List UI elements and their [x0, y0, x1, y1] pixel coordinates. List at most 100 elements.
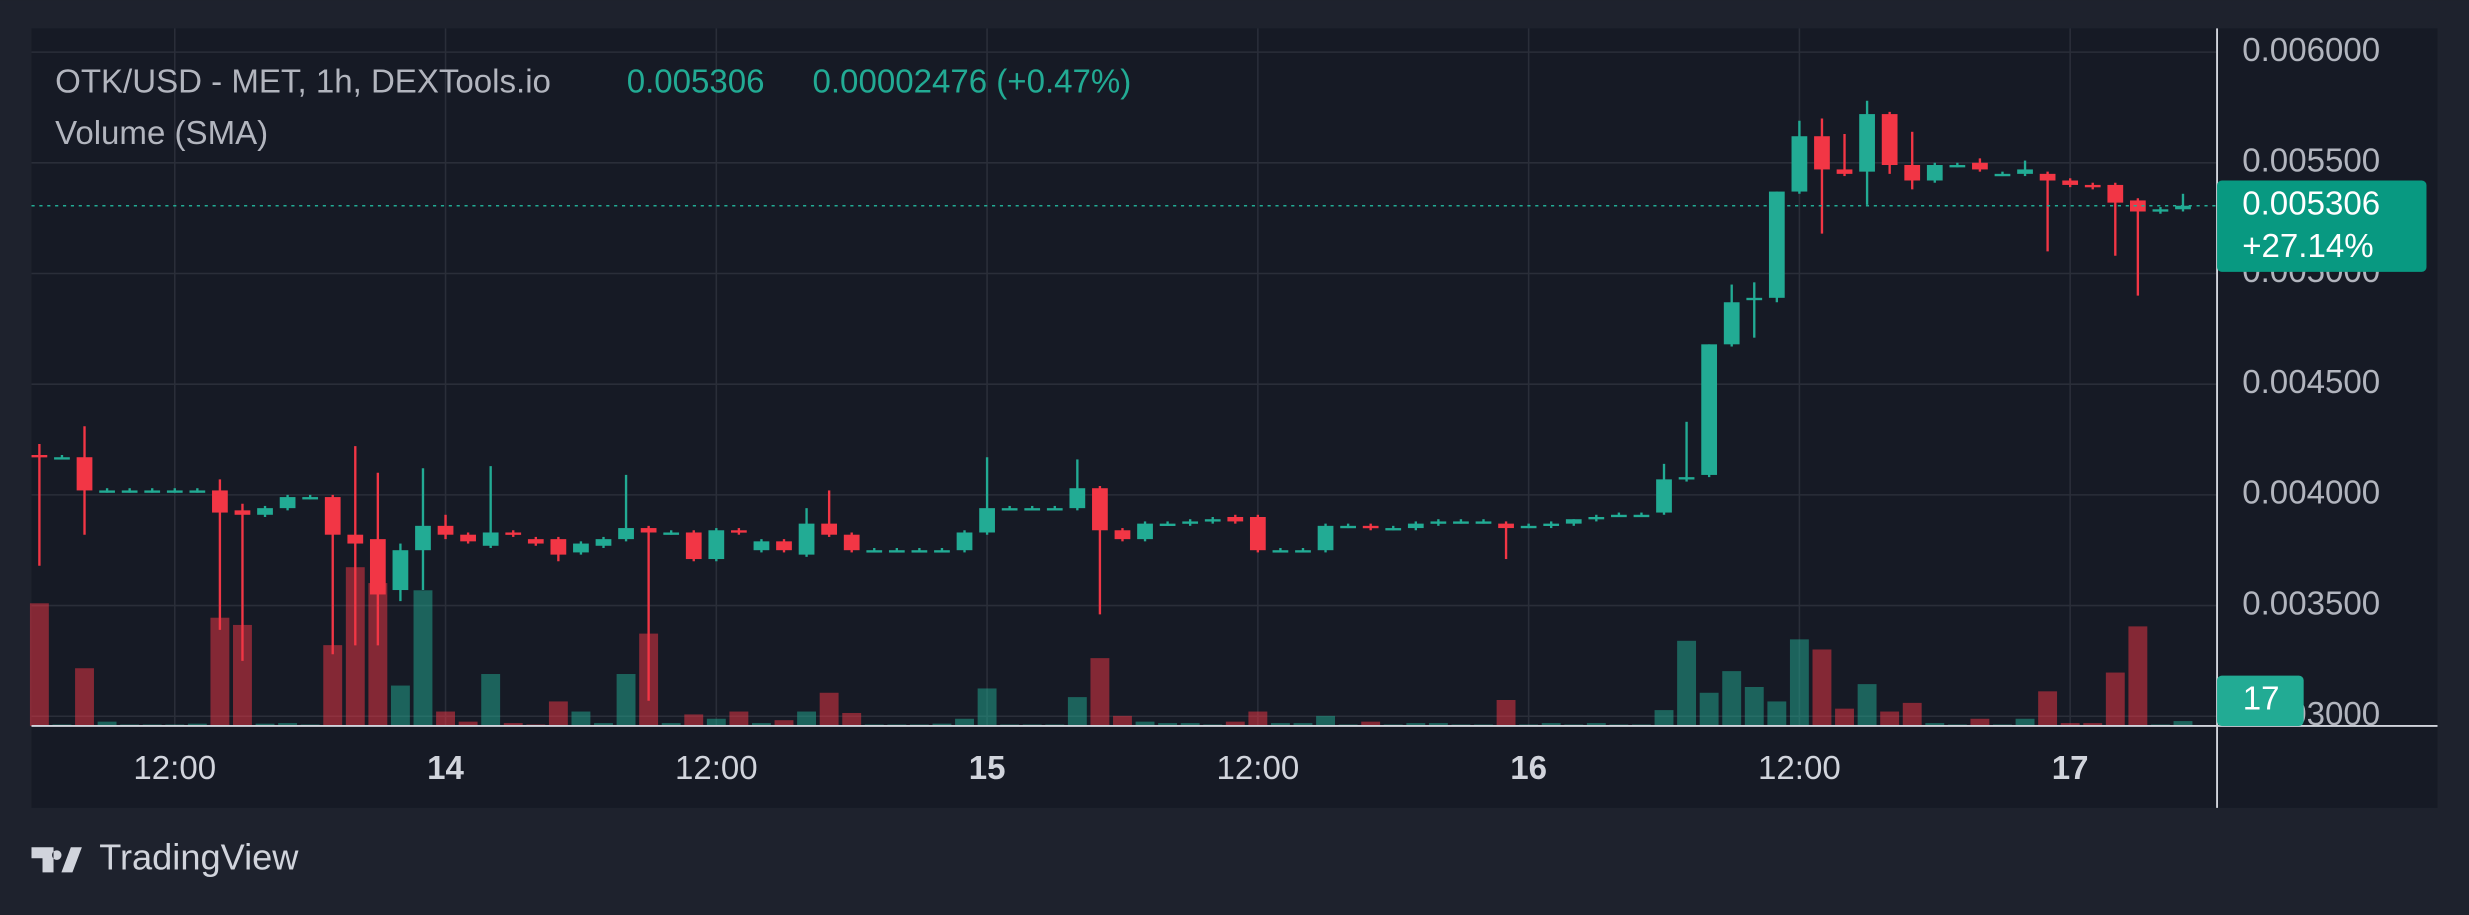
volume-bar [706, 718, 726, 726]
candle-body [798, 523, 815, 555]
last-price: 0.005306 [627, 63, 765, 100]
candle-body [2017, 169, 2033, 174]
volume-bar [75, 668, 94, 726]
candle-body [934, 550, 950, 553]
candle-body [1656, 479, 1672, 513]
last-price-label: 0.005306 [2242, 185, 2380, 222]
candle-body [1092, 488, 1108, 531]
y-tick-label: 0.003500 [2242, 585, 2380, 622]
volume-bar [1406, 723, 1426, 726]
candle-body [76, 457, 93, 491]
volume-bar [345, 567, 365, 726]
candle-body [1024, 508, 1041, 511]
volume-bar [977, 688, 997, 726]
volume-bar [1744, 687, 1764, 726]
price-change: 0.00002476 (+0.47%) [813, 63, 1132, 100]
volume-bar [458, 721, 478, 726]
candle-body [54, 457, 70, 460]
y-tick-label: 0.004000 [2242, 475, 2380, 512]
candle-body [1475, 521, 1492, 524]
last-price-badge [2217, 180, 2427, 272]
candle-body [31, 455, 48, 458]
volume-bar [548, 701, 568, 726]
candle-body [731, 530, 747, 533]
volume-bar [1925, 723, 1945, 726]
candle-body [324, 497, 341, 535]
volume-bar [1812, 649, 1832, 726]
volume-label: 17 [2243, 681, 2280, 718]
candle-body [1340, 525, 1356, 529]
candle-body [1859, 114, 1875, 172]
candle-body [144, 490, 161, 493]
candle-body [2107, 184, 2124, 203]
candle-body [1520, 525, 1537, 529]
candle-body [1565, 519, 1582, 524]
candle-body [1069, 488, 1086, 509]
volume-bar [661, 723, 681, 726]
candle-body [595, 539, 612, 546]
volume-bar [1248, 711, 1268, 726]
x-tick-label: 12:00 [1758, 750, 1841, 787]
candle-body [1949, 165, 1966, 168]
volume-bar [842, 712, 862, 726]
candle-body [843, 534, 860, 551]
volume-bar [1270, 723, 1290, 726]
candle-body [1746, 297, 1763, 301]
candle-body [460, 534, 476, 542]
candle-body [866, 550, 883, 553]
volume-bar [210, 617, 230, 726]
candle-body [1881, 114, 1898, 166]
grid [31, 28, 2218, 726]
logo-icon [31, 847, 82, 873]
candle-body [1249, 516, 1266, 551]
volume-bar [1293, 723, 1313, 726]
candle-body [2062, 180, 2079, 185]
candle-body [776, 541, 792, 551]
candle-body [1904, 165, 1921, 181]
candle-body [437, 525, 454, 535]
plot-area [31, 28, 2438, 808]
candle-body [2175, 205, 2191, 210]
volume-bar [2173, 721, 2193, 726]
x-tick-label: 15 [969, 750, 1006, 787]
volume-bar [1835, 708, 1854, 726]
candle-body [1182, 521, 1199, 524]
volume-bar [97, 721, 117, 726]
candle-body [1611, 514, 1627, 518]
candle-body [1836, 169, 1853, 174]
volume-bar [1586, 723, 1606, 726]
candle-body [1972, 162, 1988, 170]
volume-badge [2217, 675, 2304, 726]
volume-bar [1880, 711, 1900, 726]
volume-bar [1135, 721, 1155, 726]
volume-bar [751, 723, 771, 726]
volume-bar [1180, 723, 1200, 726]
candle-body [1588, 516, 1605, 520]
x-tick-label: 12:00 [133, 750, 216, 787]
volume-bar [1767, 701, 1787, 726]
candle-body [189, 490, 206, 493]
candle-body [1994, 173, 2011, 177]
candle-body [573, 543, 589, 553]
volume-bar [390, 685, 410, 726]
volume-bar [1722, 671, 1742, 726]
volume-bar [684, 714, 704, 726]
candle-body [1814, 136, 1830, 170]
volume-bar [1857, 684, 1877, 726]
candle-body [1768, 191, 1785, 298]
volume-bar [1789, 639, 1809, 726]
candle-body [1204, 519, 1221, 522]
volume-bar [1970, 718, 1990, 726]
candle-body [1701, 344, 1718, 475]
candle-body [1791, 136, 1808, 192]
brand-logo: TradingView [31, 836, 299, 877]
candle-body [1678, 477, 1695, 480]
candle-body [618, 528, 634, 540]
candle-body [1926, 165, 1943, 181]
candle-body [2084, 184, 2101, 188]
volume-bar [2128, 626, 2148, 726]
candle-body [821, 523, 838, 535]
candle-body [166, 490, 183, 493]
volume-bar [255, 723, 275, 726]
